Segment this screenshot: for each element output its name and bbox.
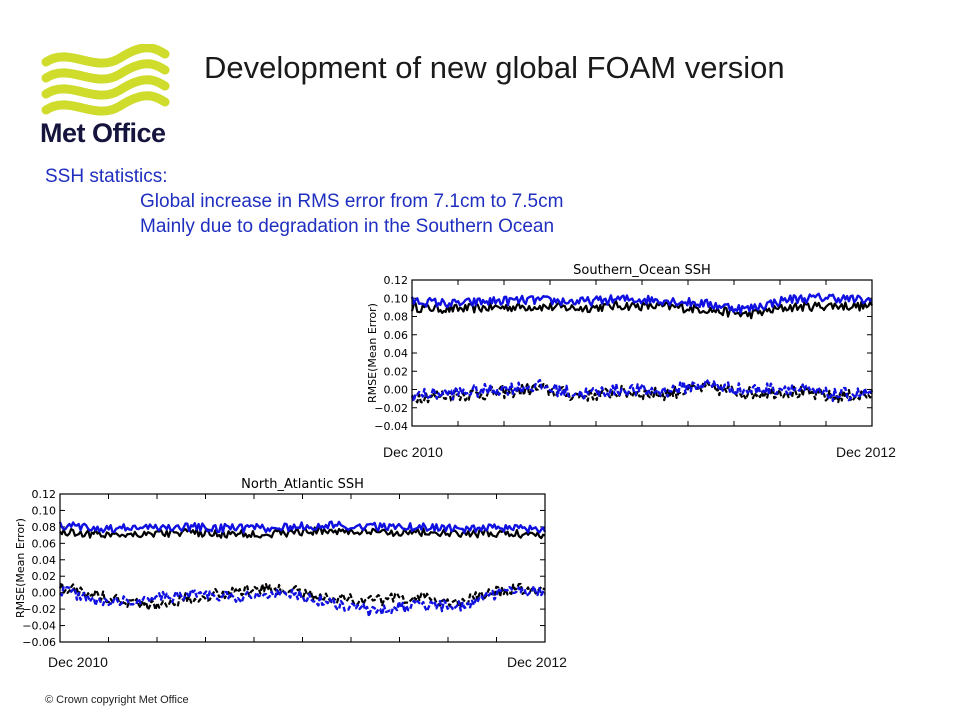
y-tick-label: 0.10: [32, 504, 57, 517]
x-end-label: Dec 2012: [507, 654, 567, 670]
copyright-notice: © Crown copyright Met Office: [45, 694, 189, 706]
y-tick-label: −0.04: [22, 620, 56, 633]
y-tick-label: 0.08: [32, 521, 57, 534]
mean-error-series-line: [410, 378, 873, 403]
rmse-series-line: [58, 520, 547, 534]
y-tick-label: −0.02: [22, 603, 56, 616]
y-tick-label: 0.00: [384, 384, 409, 397]
bullet-item: Global increase in RMS error from 7.1cm …: [140, 191, 564, 212]
plot-frame: [411, 279, 873, 427]
x-start-label: Dec 2010: [48, 654, 108, 670]
chart-title: North_Atlantic SSH: [241, 477, 364, 492]
southern-ocean-chart: Southern_Ocean SSH RMSE(Mean Error) −0.04 −…: [366, 263, 874, 433]
chart-title: Southern_Ocean SSH: [573, 263, 711, 278]
logo-wordmark: Met Office: [40, 118, 166, 148]
y-tick-label: −0.02: [374, 402, 408, 415]
north-atlantic-chart: North_Atlantic SSH RMSE(Mean Error) −0.06 −…: [14, 477, 547, 646]
y-tick-label: 0.06: [384, 329, 409, 342]
x-start-label: Dec 2010: [383, 444, 443, 460]
y-tick-label: 0.02: [384, 365, 409, 378]
mean-error-series-line: [59, 585, 546, 618]
y-tick-label: 0.10: [384, 292, 409, 305]
y-tick-label: −0.04: [374, 420, 408, 433]
plot-frame: [59, 493, 546, 643]
y-tick-label: 0.04: [32, 554, 57, 567]
mean-error-series-line: [411, 380, 874, 404]
y-axis-label: RMSE(Mean Error): [366, 303, 379, 403]
y-tick-label: 0.04: [384, 347, 409, 360]
rmse-series-line: [410, 292, 873, 315]
y-tick-label: 0.08: [384, 311, 409, 324]
page-title: Development of new global FOAM version: [204, 50, 785, 85]
bullet-item: Mainly due to degradation in the Souther…: [140, 216, 555, 237]
y-tick-label: 0.00: [32, 587, 57, 600]
y-tick-label: 0.02: [32, 570, 57, 583]
mean-error-series-line: [58, 581, 546, 611]
x-end-label: Dec 2012: [836, 444, 896, 460]
y-tick-label: 0.06: [32, 537, 57, 550]
logo-waves-icon: [41, 44, 170, 116]
rmse-series-line: [410, 300, 873, 320]
y-tick-label: 0.12: [384, 274, 409, 287]
bullet-heading: SSH statistics:: [45, 166, 168, 187]
y-axis-label: RMSE(Mean Error): [14, 518, 27, 618]
y-tick-label: 0.12: [32, 488, 57, 501]
met-office-logo: [41, 44, 170, 116]
y-tick-label: −0.06: [22, 636, 56, 646]
